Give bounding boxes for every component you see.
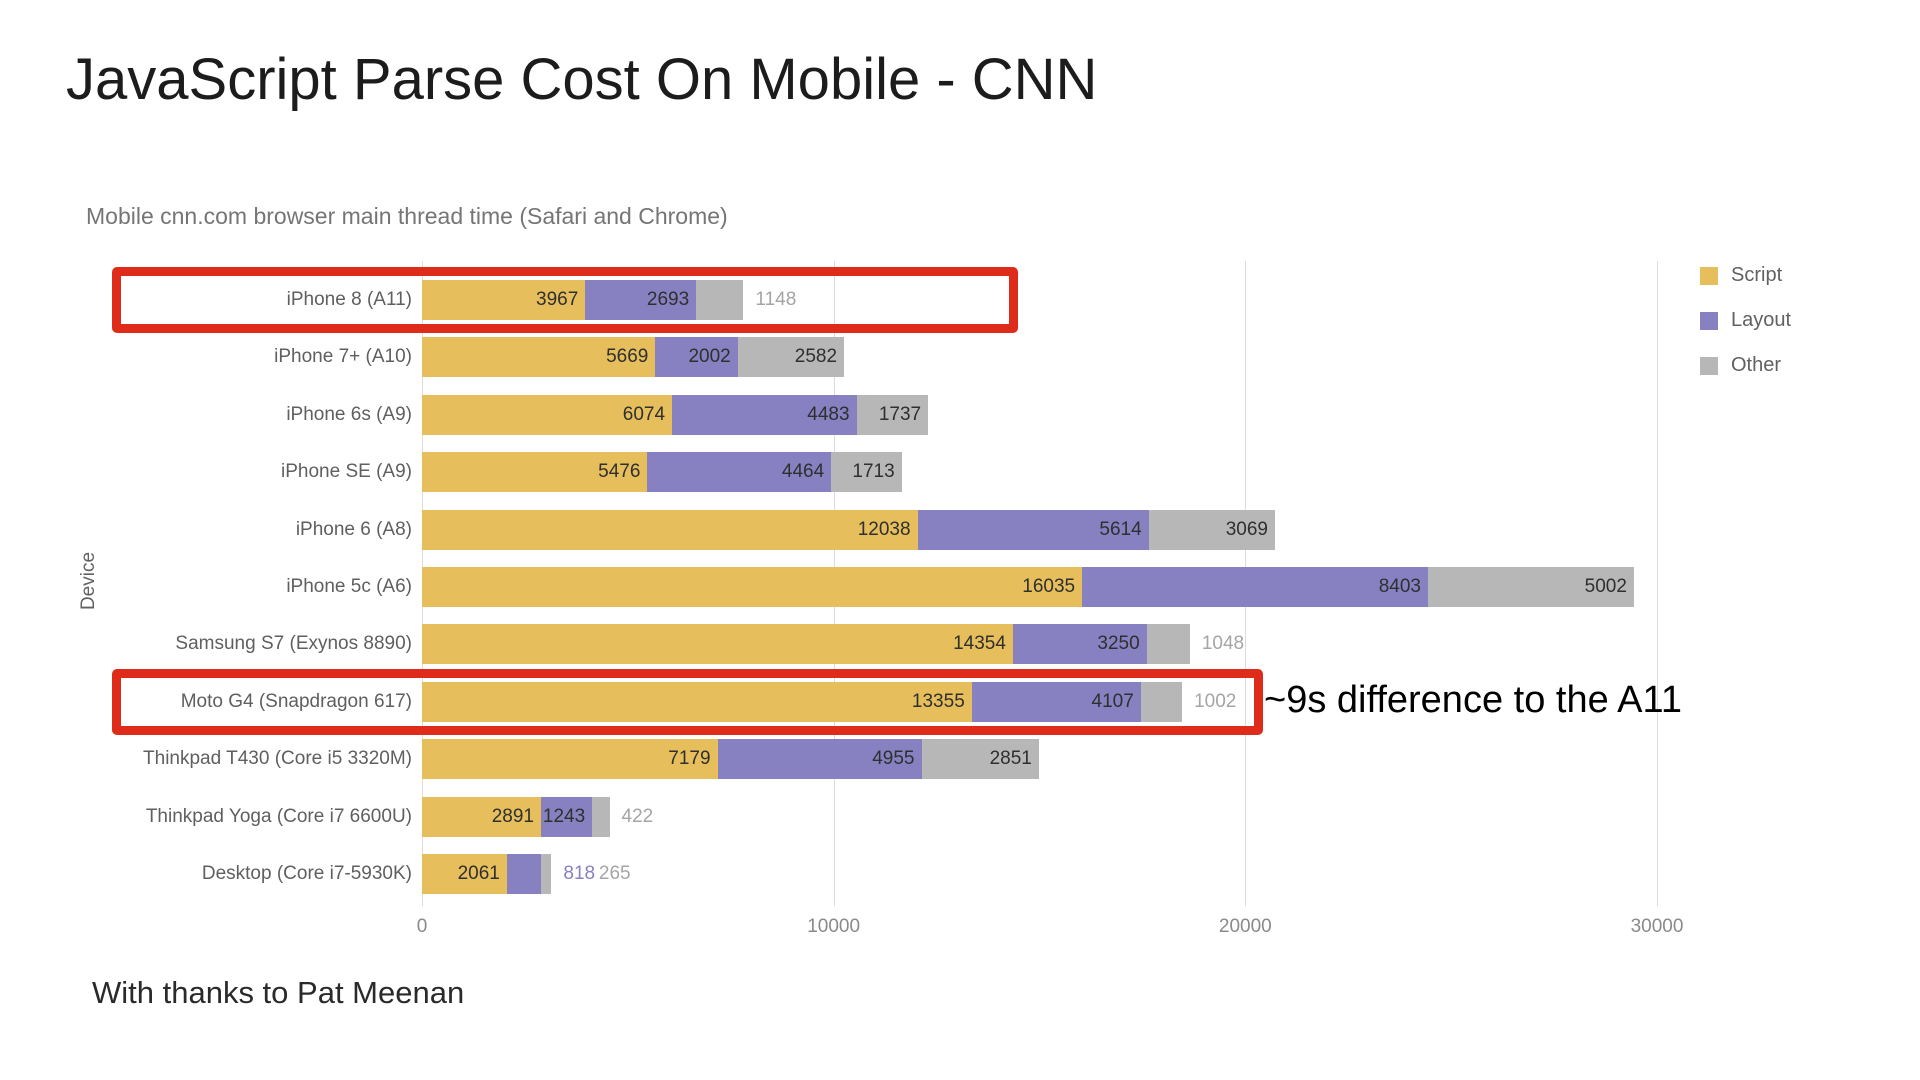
legend-label: Script [1731, 264, 1783, 286]
category-label: iPhone 5c (A6) [286, 576, 412, 597]
bar-value-label: 12038 [857, 518, 911, 540]
x-tick-label: 0 [416, 916, 428, 937]
legend-label: Layout [1731, 309, 1792, 331]
bar-value-label: 2582 [794, 346, 838, 368]
legend-item-script: Script [1700, 264, 1791, 287]
bar-value-label: 14354 [953, 633, 1006, 655]
page-title: JavaScript Parse Cost On Mobile - CNN [66, 47, 1098, 112]
bar-value-label: 1737 [878, 403, 922, 425]
bar-segment-script: 3967 [422, 280, 586, 320]
category-label: Thinkpad Yoga (Core i7 6600U) [145, 805, 412, 827]
bar-value-label: 5669 [606, 346, 649, 368]
bar-value-label: 4107 [1091, 690, 1134, 712]
bar-segment-other: 1713 [831, 452, 902, 493]
x-tick-label: 10000 [807, 916, 861, 937]
bar-segment-layout [506, 854, 541, 894]
bar-segment-script: 13355 [422, 681, 972, 722]
legend-swatch-other [1700, 356, 1718, 375]
category-label: Moto G4 (Snapdragon 617) [180, 690, 412, 712]
legend-swatch-layout [1700, 311, 1718, 330]
category-label: iPhone 6 (A8) [295, 518, 412, 540]
bar-segment-script: 5476 [422, 452, 648, 493]
category-label: iPhone SE (A9) [281, 461, 412, 483]
gridline [1657, 261, 1658, 906]
bar-value-label: 4464 [781, 461, 825, 483]
bar-value-label: 2061 [457, 863, 500, 884]
bar-segment-other [592, 796, 610, 837]
bar-value-label: 3967 [536, 289, 579, 310]
bar-segment-layout: 4107 [971, 681, 1141, 722]
bar-segment-script: 6074 [422, 394, 673, 435]
bar-segment-script: 16035 [422, 567, 1083, 607]
bar-segment-layout: 1243 [541, 796, 593, 837]
bar-value-label: 13355 [911, 690, 965, 712]
bar-value-label: 1243 [542, 805, 586, 827]
bar-value-label: 2891 [491, 805, 534, 827]
bar-value-label-outside: 265 [598, 863, 631, 884]
bar-value-label: 5002 [1584, 576, 1627, 597]
bar-segment-script: 2891 [422, 796, 541, 837]
bar-segment-layout: 2002 [655, 337, 738, 378]
x-tick-label: 20000 [1218, 916, 1272, 937]
chart-legend: Script Layout Other [1700, 264, 1791, 399]
bar-value-label: 7179 [668, 748, 711, 770]
category-label: Thinkpad T430 (Core i5 3320M) [143, 748, 412, 770]
bar-segment-other [540, 854, 552, 894]
bar-value-label: 4955 [872, 748, 915, 770]
bar-segment-layout: 5614 [917, 509, 1149, 550]
chart-subtitle: Mobile cnn.com browser main thread time … [86, 203, 728, 229]
bar-value-label-outside: 422 [621, 805, 654, 827]
bar-segment-layout: 4464 [647, 452, 832, 493]
category-label: iPhone 6s (A9) [286, 403, 412, 425]
bar-value-label: 1713 [852, 461, 895, 483]
bar-segment-other: 2582 [737, 337, 845, 378]
highlight-box-moto-g4-snapdragon-617 [112, 668, 1263, 735]
footer-credit: With thanks to Pat Meenan [92, 975, 465, 1010]
bar-segment-other: 5002 [1428, 567, 1634, 607]
legend-item-other: Other [1700, 354, 1791, 377]
bar-value-label: 2851 [989, 748, 1032, 770]
bar-value-label: 3250 [1097, 633, 1140, 655]
bar-segment-layout: 2693 [585, 280, 697, 320]
bar-segment-script: 7179 [422, 739, 718, 780]
bar-segment-layout: 4955 [717, 739, 922, 780]
category-label: iPhone 7+ (A10) [274, 346, 412, 368]
bar-segment-other: 2851 [921, 739, 1039, 780]
bar-segment-other [1146, 624, 1190, 665]
bar-segment-other: 3069 [1148, 509, 1275, 550]
bar-value-label-outside: 1048 [1201, 633, 1245, 655]
bar-value-label: 2002 [688, 346, 731, 368]
bar-value-label: 4483 [807, 403, 850, 425]
bar-segment-script: 12038 [422, 509, 918, 550]
bar-value-label-outside: 1002 [1194, 690, 1237, 712]
category-label: Samsung S7 (Exynos 8890) [175, 633, 412, 655]
bar-segment-layout: 4483 [672, 394, 857, 435]
x-tick-label: 30000 [1630, 916, 1684, 937]
legend-swatch-script [1700, 266, 1718, 285]
bar-value-label: 3069 [1225, 518, 1268, 540]
bar-segment-other [1140, 681, 1183, 722]
bar-segment-layout: 3250 [1012, 624, 1147, 665]
bar-value-label: 8403 [1378, 576, 1422, 597]
bar-value-label: 2693 [646, 289, 690, 310]
bar-value-label: 5614 [1099, 518, 1142, 540]
category-label: iPhone 8 (A11) [286, 289, 412, 310]
bar-segment-other: 1737 [856, 394, 929, 435]
bar-segment-script: 5669 [422, 337, 656, 378]
bar-segment-other [696, 280, 744, 320]
category-label: Desktop (Core i7-5930K) [201, 863, 412, 884]
legend-item-layout: Layout [1700, 309, 1791, 332]
legend-label: Other [1731, 354, 1782, 376]
bar-value-label: 16035 [1022, 576, 1076, 597]
note-annotation: ~9s difference to the A11 [1264, 679, 1682, 721]
bar-segment-script: 2061 [422, 854, 507, 894]
bar-segment-script: 14354 [422, 624, 1013, 665]
highlight-box-iphone-8-a11 [112, 267, 1018, 333]
bar-value-label-outside: 818 [563, 863, 596, 884]
bar-value-label: 6074 [622, 403, 666, 425]
bar-segment-layout: 8403 [1082, 567, 1429, 607]
bar-value-label: 5476 [598, 461, 641, 483]
bar-value-label-outside: 1148 [755, 289, 797, 310]
